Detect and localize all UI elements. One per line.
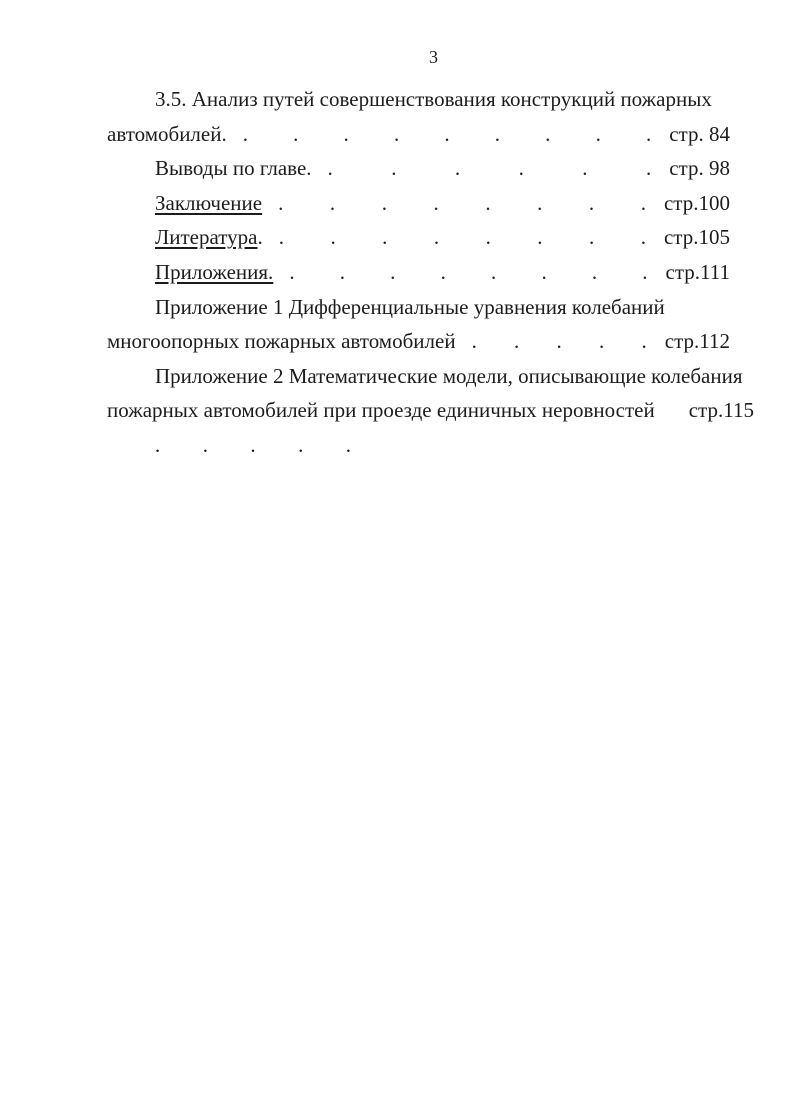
toc-line-text: Приложение 1 Дифференциальные уравнения … <box>155 294 665 319</box>
dot-leader: . . . . . <box>471 329 647 354</box>
toc-row-prilozheniya: Приложения. . . . . . . . . стр.111 <box>107 255 730 290</box>
toc-label: пожарных автомобилей при проезде единичн… <box>107 398 655 423</box>
toc-label: Литература. <box>155 220 263 255</box>
toc-label-trailing-period: . <box>257 225 263 250</box>
toc-row-literatura: Литература. . . . . . . . . стр.105 <box>107 220 730 255</box>
page-number: 3 <box>429 47 438 67</box>
dot-leader: . . . . . . . . <box>289 259 648 284</box>
dot-leader: . . . . . . . . <box>278 225 646 250</box>
toc-label-underlined: Литература <box>155 225 258 250</box>
page-ref: стр.115 <box>688 398 754 423</box>
toc-label: Приложения. <box>155 259 274 284</box>
toc-line-text: 3.5. Анализ путей совершенствования конс… <box>155 87 712 111</box>
page-ref: стр.111 <box>665 259 730 284</box>
toc-label: Выводы по главе. <box>155 156 312 181</box>
toc-line-prilozhenie-2: Приложение 2 Математические модели, опис… <box>107 359 742 394</box>
toc-line-prilozhenie-1: Приложение 1 Дифференциальные уравнения … <box>107 290 730 325</box>
page-ref: стр. 84 <box>669 121 730 146</box>
toc-row-prilozhenie-1-continuation: многоопорных пожарных автомобилей . . . … <box>107 324 730 359</box>
toc-row-vyvody-po-glave: Выводы по главе. . . . . . . стр. 98 <box>107 151 730 186</box>
page-ref: стр.105 <box>663 225 730 250</box>
toc-line-section-3-5: 3.5. Анализ путей совершенствования конс… <box>107 82 730 117</box>
toc-line-text: Приложение 2 Математические модели, опис… <box>155 363 743 388</box>
dot-leader: . . . . . . <box>327 156 652 181</box>
page-ref: стр.112 <box>664 329 730 354</box>
dot-leader: . . . . . . . . . <box>242 121 652 146</box>
toc-label: автомобилей. <box>107 121 227 146</box>
table-of-contents: 3.5. Анализ путей совершенствования конс… <box>107 82 754 463</box>
toc-label: Заключение <box>155 190 263 215</box>
toc-row-zaklyuchenie: Заключение . . . . . . . . стр.100 <box>107 186 730 221</box>
dot-leader: . . . . . . . . <box>278 190 646 215</box>
toc-row-trailing-dots: . . . . . <box>155 432 351 457</box>
page-ref: стр. 98 <box>669 156 730 181</box>
toc-row-section-3-5-continuation: автомобилей. . . . . . . . . . стр. 84 <box>107 117 730 152</box>
toc-row-prilozhenie-2-continuation: пожарных автомобилей при проезде единичн… <box>107 393 754 428</box>
toc-label: многоопорных пожарных автомобилей <box>107 329 456 354</box>
page-ref: стр.100 <box>663 190 730 215</box>
